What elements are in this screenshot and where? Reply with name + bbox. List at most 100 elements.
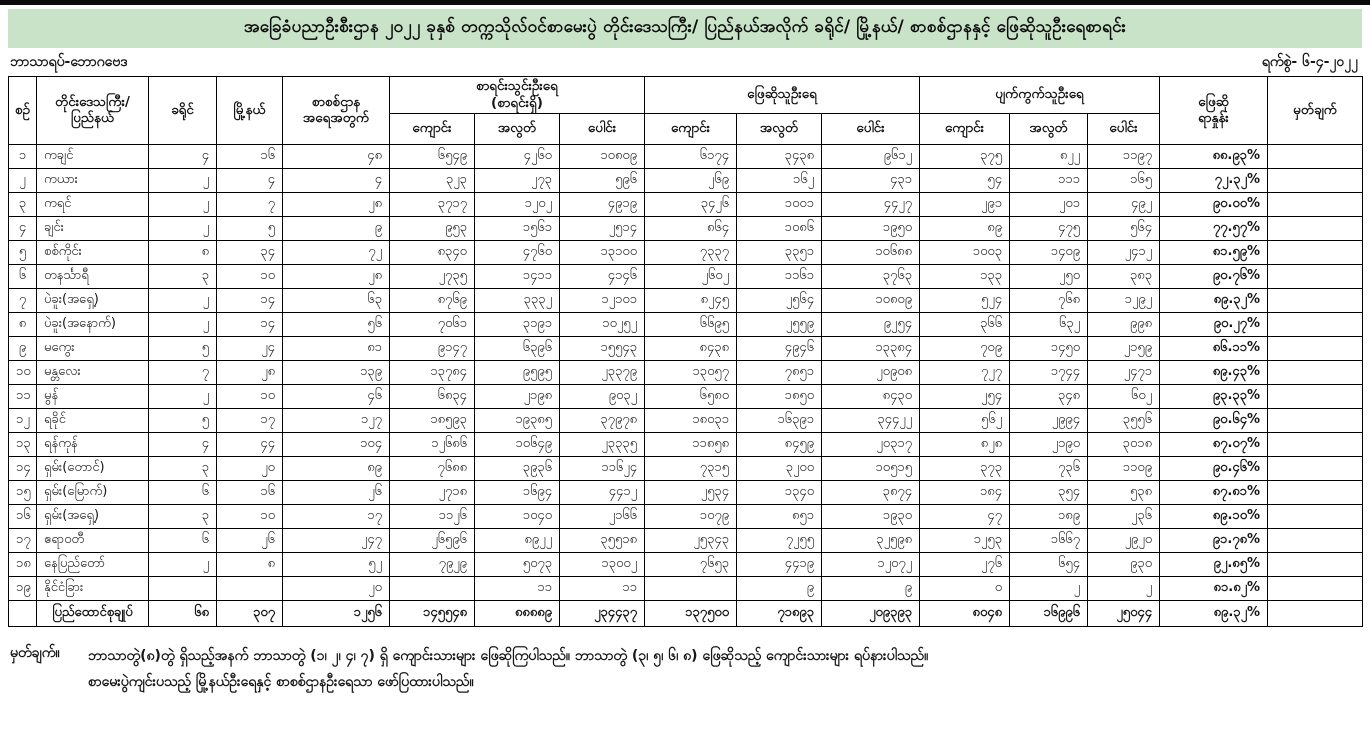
cell-remark <box>1267 383 1364 409</box>
cell-registered-private: ၁၉၃၈၅ <box>474 407 560 433</box>
cell-registered-private: ၃၃၃၂ <box>474 287 560 313</box>
cell-district: ၇ <box>148 359 217 385</box>
cell-registered-total: ၁၁ <box>558 575 646 601</box>
cell-serial: ၁၉ <box>8 575 37 601</box>
cell-remark <box>1267 431 1364 457</box>
col-header-percentage: ဖြေဆို ရာနှုန်း <box>1159 76 1269 145</box>
table-row: ၉မကွေး၅၂၄ ၈၁ ၉၁၄၇ ၆၃၉၆ ၁၅၅၄၃ ၈၄၃၈ ၄၉၄၆ ၁၃၃၈၄ ၇၀၉… <box>8 335 1364 361</box>
cell-serial: ၈ <box>8 311 37 337</box>
cell-examinees-private: ၁၀၈၆ <box>736 215 823 241</box>
cell-percentage: ၈၉.၁၀% <box>1159 503 1269 529</box>
cell-district: ၆၈ <box>148 599 217 627</box>
cell-centers: ၄ <box>282 167 390 193</box>
cell-remark <box>1267 191 1364 217</box>
cell-district: ၂ <box>148 191 217 217</box>
subject-label: ဘာသာရပ်-ဘောဂဗေဒ <box>10 54 128 70</box>
cell-registered-school <box>389 575 475 601</box>
cell-absent-private: ၂၉၉၄ <box>1009 407 1089 433</box>
cell-remark <box>1267 359 1364 385</box>
col-header-examinees-private: အလွတ် <box>736 112 823 145</box>
cell-examinees-private: ၁၈၅၀ <box>736 383 823 409</box>
table-row: ၂ကယား၂၄၄၃၂၃ ၂၇၃ ၅၉၆ ၂၆၉ ၁၆၂ ၄၃၁ ၅၄ ၁၁၁ ၁၆၅ ၇၂.၃၂% <box>8 167 1364 193</box>
table-row: ၁၅ ရှမ်း(မြောက်) ၆၁၆ ၂၆ ၂၇၁၈ ၁၆၉၄ ၄၄၁၂ ၂၅၃၄ ၁၃၄၀… <box>8 479 1364 505</box>
cell-absent-total: ၂၅၀၄၄ <box>1087 599 1161 627</box>
cell-centers: ၁၂၇ <box>282 407 390 433</box>
cell-remark <box>1267 335 1364 361</box>
cell-percentage: ၉၀.၄၆% <box>1159 455 1269 481</box>
cell-examinees-total: ၃၂၅၉၈ <box>821 527 921 553</box>
cell-examinees-total: ၁၀၈၀၉ <box>821 287 921 313</box>
cell-registered-school: ၇၆၈၈ <box>389 455 475 481</box>
cell-region: တနင်္သာရီ <box>36 263 149 289</box>
cell-serial: ၁၇ <box>8 527 37 553</box>
cell-absent-total: ၁၂၉၂ <box>1087 287 1161 313</box>
cell-registered-school: ၁၃၇၈၄ <box>389 359 475 385</box>
cell-registered-total: ၃၅၅၁၈ <box>558 527 646 553</box>
cell-examinees-school: ၁၀၇၉ <box>644 503 738 529</box>
cell-percentage: ၉၂.၈၅% <box>1159 551 1269 577</box>
cell-examinees-total: ၈၄၃၀ <box>821 383 921 409</box>
cell-township: ၁၄ <box>216 287 283 313</box>
cell-examinees-school: ၇၆၅၃ <box>644 551 738 577</box>
cell-remark <box>1267 551 1364 577</box>
cell-examinees-private: ၂၅၆၄ <box>736 287 823 313</box>
cell-serial: ၁၈ <box>8 551 37 577</box>
col-header-registered-private: အလွတ် <box>474 112 560 145</box>
cell-percentage: ၉၁.၇၈% <box>1159 527 1269 553</box>
cell-township: ၂၀ <box>216 455 283 481</box>
cell-absent-private: ၁၆၉၉၆ <box>1009 599 1089 627</box>
col-header-township: မြို့နယ် <box>216 76 283 145</box>
cell-centers: ၄၆ <box>282 383 390 409</box>
col-group-absent: ပျက်ကွက်သူဦးရေ <box>919 76 1161 114</box>
cell-centers: ၁၂၅၆ <box>282 599 390 627</box>
cell-region: ကချင် <box>36 143 149 169</box>
cell-absent-school: ၇၂၇ <box>919 359 1011 385</box>
cell-region: ချင်း <box>36 215 149 241</box>
cell-registered-private: ၁၀၄၀ <box>474 503 560 529</box>
cell-centers: ၈၁ <box>282 335 390 361</box>
cell-absent-private: ၁၇၄၄ <box>1009 359 1089 385</box>
cell-region: ပဲခူး(အနောက်) <box>36 311 149 337</box>
footnote-lines: ဘာသာတွဲ(၈)တွဲ ရှိသည့်အနက် ဘာသာတွဲ (၁၊ ၂၊… <box>88 643 928 695</box>
col-header-serial: စဉ် <box>8 76 37 145</box>
cell-registered-school: ၁၄၅၅၄၈ <box>389 599 475 627</box>
cell-examinees-total: ၂၀၉၃၉၃ <box>821 599 921 627</box>
cell-absent-school: ၄၇ <box>919 503 1011 529</box>
cell-absent-school: ၂၅၄ <box>919 383 1011 409</box>
cell-percentage: ၈၉.၄၃% <box>1159 359 1269 385</box>
cell-township <box>216 575 283 601</box>
cell-centers: ၂၆ <box>282 479 390 505</box>
cell-absent-school: ၂၉၁ <box>919 191 1011 217</box>
cell-registered-school: ၁၂၆၈၆ <box>389 431 475 457</box>
col-header-region: တိုင်းဒေသကြီး/ ပြည်နယ် <box>36 76 149 145</box>
cell-registered-total: ၂၁၆၆ <box>558 503 646 529</box>
cell-registered-total: ၁၅၅၄၃ <box>558 335 646 361</box>
cell-district: ၆ <box>148 527 217 553</box>
cell-centers: ၈၉ <box>282 455 390 481</box>
cell-examinees-total: ၂၀၃၁၇ <box>821 431 921 457</box>
cell-absent-total: ၉၃၀ <box>1087 551 1161 577</box>
cell-registered-private: ၂၁၉၈ <box>474 383 560 409</box>
cell-serial: ၁၆ <box>8 503 37 529</box>
cell-absent-school: ၁၂၅၃ <box>919 527 1011 553</box>
cell-serial: ၇ <box>8 287 37 313</box>
cell-district: ၄ <box>148 143 217 169</box>
cell-township: ၂၄ <box>216 335 283 361</box>
cell-examinees-total: ၁၀၆၈၈ <box>821 239 921 265</box>
cell-examinees-private: ၁၁၆၁ <box>736 263 823 289</box>
cell-registered-private: ၈၉၂၂ <box>474 527 560 553</box>
cell-registered-school: ၉၅၃ <box>389 215 475 241</box>
table-row: ၁၈ နေပြည်တော်၂၈၅၂ ၇၉၂၉ ၅၀၇၃ ၁၃၀၀၂ ၇၆၅၃ ၄၄၁၉ ၁၂၀… <box>8 551 1364 577</box>
table-row: ၁၆ ရှမ်း(အရှေ့) ၃၁၀ ၁၇ ၁၁၂၆ ၁၀၄၀ ၂၁၆၆ ၁၀၇၉ ၈၅၁ ၁၉… <box>8 503 1364 529</box>
cell-township: ၁၄ <box>216 311 283 337</box>
cell-registered-school: ၂၇၃၅ <box>389 263 475 289</box>
cell-registered-total: ၄၉၁၉ <box>558 191 646 217</box>
footnote-label: မှတ်ချက်။ <box>10 644 60 661</box>
cell-percentage: ၈၇.၈၁% <box>1159 479 1269 505</box>
cell-absent-total: ၃၈၃ <box>1087 263 1161 289</box>
table-body: ၁ကချင်၄၁၆ ၄၈ ၆၅၄၉ ၄၂၆၀ ၁၀၈၀၉ ၆၁၇၄ ၃၄၃၈ ၉၆၁၂ ၃၇၅၈… <box>8 143 1364 627</box>
cell-examinees-total: ၂၀၉၀၈ <box>821 359 921 385</box>
cell-absent-school: ၂၇၆ <box>919 551 1011 577</box>
col-header-absent-private: အလွတ် <box>1009 112 1089 145</box>
cell-region: မန္တလေး <box>36 359 149 385</box>
